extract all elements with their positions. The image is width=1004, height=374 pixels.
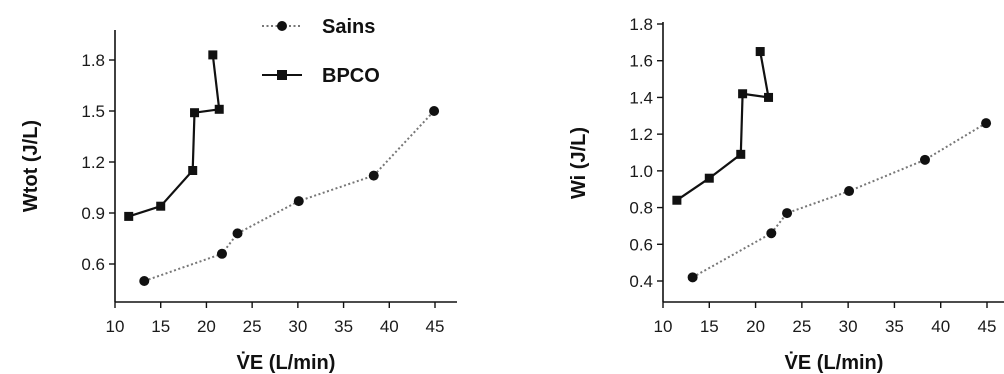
y-tick-label: 1.6 xyxy=(629,52,653,71)
chart-wi-x-axis-label: V̇E (L/min) xyxy=(785,350,884,374)
legend-item-sains: Sains xyxy=(262,16,375,38)
chart-wtot-x-axis-label: V̇E (L/min) xyxy=(237,350,336,374)
x-tick-label: 35 xyxy=(885,317,904,336)
point-bpco xyxy=(188,166,198,175)
point-sains xyxy=(687,272,698,283)
point-sains xyxy=(139,276,150,286)
y-tick-label: 0.6 xyxy=(81,255,105,274)
point-sains xyxy=(368,170,379,181)
y-tick-label: 1.5 xyxy=(81,102,105,121)
series-line-bpco xyxy=(676,51,770,202)
legend-label-bpco: BPCO xyxy=(322,65,380,87)
y-tick-label: 1.2 xyxy=(629,125,653,144)
chart-wtot-y-axis-label: Wtot (J/L) xyxy=(20,120,42,212)
point-bpco xyxy=(124,211,134,221)
x-tick-label: 45 xyxy=(426,317,445,336)
point-bpco xyxy=(755,47,765,57)
y-tick-label: 1.4 xyxy=(629,88,653,107)
chart-wi: 0.4 0.6 0.8 1.0 1.2 1.4 1.6 1.8 10 15 20 25 30 35 40 4… xyxy=(568,15,1004,374)
point-sains xyxy=(429,106,440,116)
chart-wi-series xyxy=(672,47,992,283)
legend-label-sains: Sains xyxy=(322,16,375,38)
legend-item-bpco: BPCO xyxy=(262,65,380,87)
legend-marker-sains xyxy=(277,21,287,31)
x-tick-label: 25 xyxy=(792,317,811,336)
x-tick-label: 20 xyxy=(197,317,216,336)
point-bpco xyxy=(736,149,746,159)
point-sains xyxy=(782,208,793,219)
y-tick-label: 0.4 xyxy=(629,272,653,291)
y-tick-label: 0.6 xyxy=(629,235,653,254)
series-line-sains xyxy=(143,110,435,282)
x-tick-label: 45 xyxy=(978,317,997,336)
point-sains xyxy=(216,248,227,259)
x-tick-label: 40 xyxy=(380,317,399,336)
legend: Sains BPCO xyxy=(262,16,380,87)
x-tick-label: 30 xyxy=(288,317,307,336)
point-sains xyxy=(981,118,992,129)
point-sains xyxy=(293,196,304,207)
x-tick-label: 35 xyxy=(334,317,353,336)
x-tick-label: 10 xyxy=(106,317,125,336)
y-tick-label: 0.9 xyxy=(81,204,105,223)
point-bpco xyxy=(738,89,748,99)
chart-wtot-y-ticks: 0.6 0.9 1.2 1.5 1.8 xyxy=(81,51,115,274)
x-tick-label: 30 xyxy=(839,317,858,336)
y-tick-label: 1.2 xyxy=(81,153,105,172)
chart-wi-y-axis-label: Wi (J/L) xyxy=(568,127,590,199)
point-sains xyxy=(844,186,855,197)
legend-marker-bpco xyxy=(277,70,287,80)
chart-wi-x-ticks: 10 15 20 25 30 35 40 45 xyxy=(654,302,997,336)
chart-wi-y-ticks: 0.4 0.6 0.8 1.0 1.2 1.4 1.6 1.8 xyxy=(629,15,663,291)
point-bpco xyxy=(190,108,200,118)
point-bpco xyxy=(208,50,218,60)
point-sains xyxy=(232,228,243,239)
point-bpco xyxy=(704,173,714,183)
point-bpco xyxy=(214,104,224,114)
x-tick-label: 15 xyxy=(151,317,170,336)
series-line-bpco xyxy=(128,54,221,218)
chart-wtot: 0.6 0.9 1.2 1.5 1.8 10 15 20 25 30 35 40 45 V̇E (L/… xyxy=(20,16,457,374)
series-line-sains xyxy=(692,122,987,279)
x-tick-label: 15 xyxy=(700,317,719,336)
point-bpco xyxy=(764,92,774,102)
x-tick-label: 20 xyxy=(746,317,765,336)
point-sains xyxy=(919,154,930,165)
point-bpco xyxy=(672,195,682,205)
x-tick-label: 25 xyxy=(243,317,262,336)
chart-wtot-series xyxy=(124,50,440,286)
chart-wtot-x-ticks: 10 15 20 25 30 35 40 45 xyxy=(106,302,445,336)
y-tick-label: 1.8 xyxy=(81,51,105,70)
x-tick-label: 10 xyxy=(654,317,673,336)
point-sains xyxy=(766,228,777,239)
y-tick-label: 0.8 xyxy=(629,199,653,218)
point-bpco xyxy=(156,201,166,211)
x-tick-label: 40 xyxy=(931,317,950,336)
y-tick-label: 1.0 xyxy=(629,162,653,181)
y-tick-label: 1.8 xyxy=(629,15,653,34)
